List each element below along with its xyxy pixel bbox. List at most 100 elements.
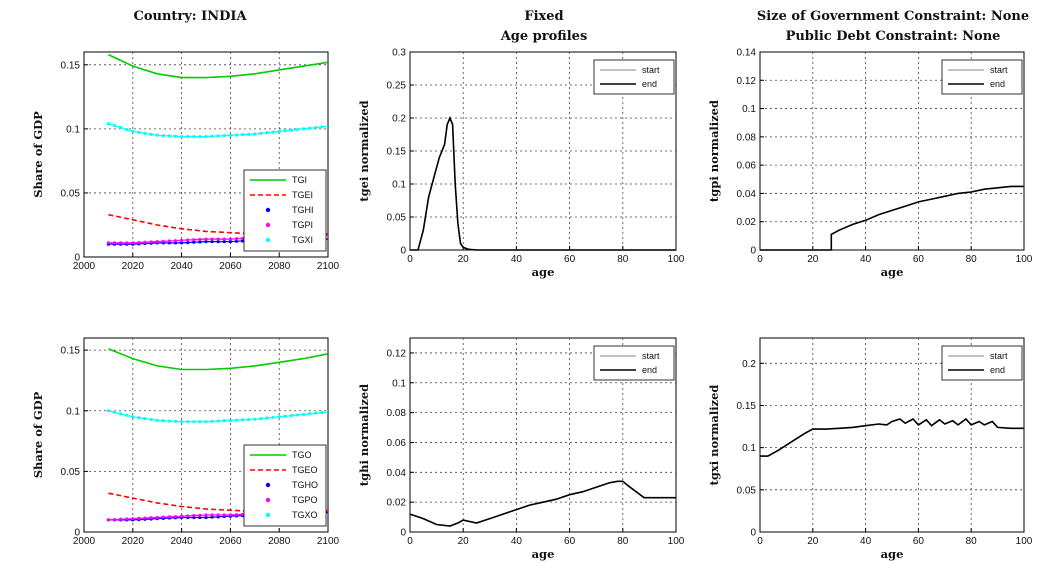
x-tick-label: 40	[511, 536, 523, 547]
y-tick-label: 0.14	[737, 48, 757, 59]
y-tick-label: 0.05	[61, 467, 81, 478]
legend: start end	[594, 60, 674, 94]
series-marker-TGPI	[180, 239, 183, 242]
y-tick-label: 0.1	[66, 406, 80, 417]
x-tick-label: 0	[407, 536, 413, 547]
series-marker-TGPO	[107, 518, 110, 521]
series-marker-TGXO	[265, 416, 268, 419]
series-marker-TGPI	[198, 238, 201, 241]
figure-title-size-constraint: Size of Government Constraint: None	[757, 9, 1029, 24]
x-tick-label: 2060	[219, 261, 242, 272]
legend-label-TGI: TGI	[292, 175, 307, 185]
legend-marker-TGHO	[266, 483, 270, 487]
y-axis-label: Share of GDP	[31, 111, 45, 198]
x-axis-label: age	[532, 547, 555, 561]
legend-label-TGO: TGO	[292, 450, 312, 460]
series-marker-TGXO	[284, 415, 287, 418]
x-tick-label: 80	[966, 536, 978, 547]
series-marker-TGXI	[137, 131, 140, 134]
series-marker-TGXI	[278, 130, 281, 133]
x-tick-label: 2080	[268, 261, 291, 272]
x-tick-label: 2060	[219, 536, 242, 547]
series-marker-TGXO	[119, 412, 122, 415]
x-tick-label: 60	[564, 536, 576, 547]
series-marker-TGPI	[107, 241, 110, 244]
x-tick-label: 0	[757, 254, 763, 265]
series-marker-TGXI	[192, 135, 195, 138]
series-marker-TGPI	[143, 241, 146, 244]
x-tick-label: 100	[1016, 536, 1033, 547]
series-marker-TGPI	[119, 241, 122, 244]
series-marker-TGXI	[247, 133, 250, 136]
series-marker-TGXI	[211, 135, 214, 138]
x-tick-label: 60	[913, 536, 925, 547]
series-marker-TGXI	[162, 134, 165, 137]
series-marker-TGXI	[168, 134, 171, 137]
series-marker-TGPI	[113, 241, 116, 244]
legend-label-TGHO: TGHO	[292, 480, 318, 490]
y-tick-label: 0.1	[66, 124, 80, 135]
series-marker-TGXO	[198, 420, 201, 423]
legend-box	[244, 170, 326, 251]
series-marker-TGXO	[204, 420, 207, 423]
legend-box	[594, 346, 674, 380]
x-tick-label: 20	[807, 254, 819, 265]
y-axis-label: tghi normalized	[357, 384, 371, 486]
series-marker-TGXO	[241, 418, 244, 421]
legend-marker-TGHI	[266, 208, 270, 212]
series-marker-TGPO	[180, 515, 183, 518]
series-marker-TGPO	[217, 513, 220, 516]
y-tick-label: 0	[74, 528, 80, 539]
figure-title-fixed: Fixed	[524, 9, 563, 24]
series-marker-TGPO	[119, 518, 122, 521]
series-marker-TGPO	[137, 517, 140, 520]
legend-marker-TGXI	[266, 238, 270, 242]
x-tick-label: 2040	[170, 536, 193, 547]
series-marker-TGPO	[162, 516, 165, 519]
y-tick-label: 0.1	[392, 180, 406, 191]
legend-label-end: end	[642, 365, 657, 375]
series-marker-TGXI	[290, 129, 293, 132]
y-tick-label: 0.02	[387, 498, 407, 509]
legend-label-TGXI: TGXI	[292, 235, 313, 245]
series-marker-TGPI	[156, 240, 159, 243]
y-tick-label: 0.05	[61, 188, 81, 199]
x-tick-label: 60	[564, 254, 576, 265]
series-marker-TGPO	[156, 516, 159, 519]
series-marker-TGXO	[320, 411, 323, 414]
legend: start end	[942, 346, 1022, 380]
legend-marker-TGPO	[266, 498, 270, 502]
series-marker-TGXI	[113, 124, 116, 127]
series-marker-TGPO	[174, 515, 177, 518]
chart-ax4: 2000 2020 2040 2060 2080 210000.050.10.15Shar…	[31, 338, 340, 547]
y-tick-label: 0.12	[737, 76, 757, 87]
legend-label-TGXO: TGXO	[292, 510, 318, 520]
legend: TGI TGEI TGHI TGPI TGXI	[244, 170, 326, 251]
series-marker-TGPI	[217, 237, 220, 240]
legend-label-TGPO: TGPO	[292, 495, 318, 505]
series-marker-TGXI	[259, 132, 262, 135]
x-tick-label: 40	[511, 254, 523, 265]
y-tick-label: 0	[400, 528, 406, 539]
series-marker-TGPO	[143, 516, 146, 519]
series-marker-TGXI	[296, 128, 299, 131]
y-tick-label: 0.15	[61, 60, 81, 71]
series-marker-TGXI	[180, 135, 183, 138]
series-marker-TGPO	[131, 517, 134, 520]
series-marker-TGXI	[235, 133, 238, 136]
y-tick-label: 0.08	[737, 132, 757, 143]
y-tick-label: 0.2	[392, 114, 406, 125]
y-tick-label: 0.05	[737, 485, 757, 496]
series-marker-TGPO	[150, 516, 153, 519]
series-marker-TGPI	[229, 237, 232, 240]
legend-box	[942, 346, 1022, 380]
y-tick-label: 0	[750, 246, 756, 257]
x-tick-label: 20	[458, 536, 470, 547]
y-axis-label: tgxi normalized	[707, 385, 721, 486]
series-marker-TGXI	[217, 134, 220, 137]
series-marker-TGXI	[107, 122, 110, 125]
series-marker-TGXO	[314, 412, 317, 415]
legend-label-end: end	[642, 79, 657, 89]
series-marker-TGPI	[131, 241, 134, 244]
